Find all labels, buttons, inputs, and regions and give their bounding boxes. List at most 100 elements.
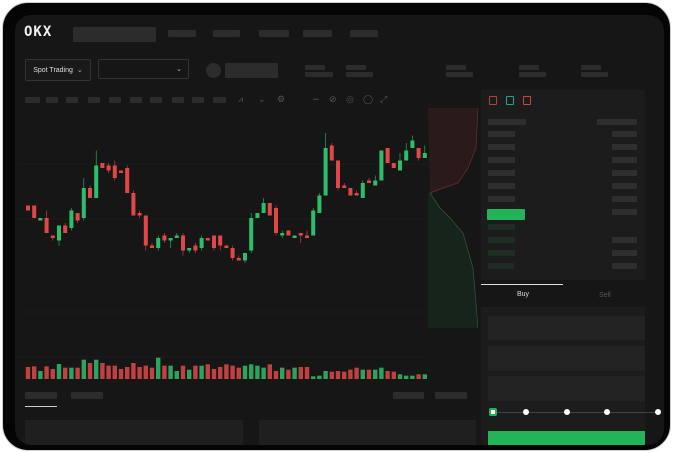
line-tool-icon[interactable]: ∼ (312, 94, 320, 104)
stat-value (346, 72, 373, 77)
stat-value (446, 72, 473, 77)
timeframe-button[interactable] (130, 97, 142, 103)
timeframe-button[interactable] (213, 97, 226, 103)
orderbook-amount (612, 237, 637, 243)
nav-item[interactable] (303, 30, 332, 37)
volume-bar (360, 369, 365, 379)
timeframe-button[interactable] (172, 97, 184, 103)
price-input[interactable] (488, 316, 645, 340)
orders-panel (25, 420, 243, 445)
candle (261, 203, 266, 213)
candle (32, 205, 37, 218)
tab-order-history[interactable] (71, 392, 103, 399)
candle (57, 225, 61, 241)
indicator-icon[interactable]: ⩘ (238, 94, 244, 104)
timeframe-button[interactable] (88, 97, 100, 103)
candle (305, 235, 309, 238)
orderbook-price[interactable] (488, 263, 514, 269)
volume-bar (298, 367, 303, 379)
stat-label (519, 65, 539, 70)
pair-dropdown[interactable]: ⌄ (98, 59, 189, 79)
nav-item[interactable] (350, 30, 378, 37)
candle (156, 238, 161, 248)
tab-buy[interactable]: Buy (517, 291, 530, 298)
coin-icon (206, 63, 221, 78)
orderbook-price[interactable] (488, 196, 515, 202)
volume-bar (385, 371, 390, 379)
zoom-icon[interactable]: ◯ (363, 94, 374, 104)
nav-item[interactable] (168, 30, 196, 37)
candle (168, 238, 173, 241)
orderbook-price[interactable] (488, 250, 515, 256)
orderbook-amount (612, 250, 637, 256)
volume-bar (44, 366, 49, 379)
tab-sell[interactable]: Sell (599, 292, 611, 299)
candle (243, 253, 247, 261)
volume-bar (75, 367, 80, 379)
stat-label (346, 65, 366, 70)
candle (187, 248, 192, 251)
volume-bar (143, 365, 148, 379)
volume-bar (187, 369, 192, 379)
orderbook-bids-icon[interactable] (506, 96, 514, 105)
volume-bar (267, 364, 272, 379)
volume-bar (373, 369, 378, 379)
nav-item[interactable] (259, 30, 289, 37)
fullscreen-icon[interactable]: ⤢ (380, 94, 388, 104)
orderbook-both-icon[interactable] (489, 96, 497, 105)
measure-icon[interactable]: ◎ (346, 94, 354, 104)
timeframe-button[interactable] (192, 97, 204, 103)
orderbook-price[interactable] (488, 170, 515, 176)
depth-asks-line (429, 108, 478, 194)
orderbook-price[interactable] (488, 157, 515, 163)
volume-bar (63, 367, 68, 379)
filter-button[interactable] (393, 392, 424, 399)
slider-step-75[interactable] (604, 409, 610, 415)
total-input[interactable] (488, 376, 645, 401)
timeframe-button[interactable] (25, 97, 40, 103)
orderbook-price[interactable] (488, 144, 515, 150)
candle (404, 150, 409, 161)
timeframe-button[interactable] (109, 97, 121, 103)
candle (410, 140, 415, 148)
orderbook-asks-icon[interactable] (523, 96, 531, 105)
last-price-highlight (487, 209, 525, 220)
buy-button[interactable] (488, 431, 645, 445)
orderbook-price[interactable] (488, 131, 515, 137)
chart-type-icon[interactable]: ⌄ (258, 94, 266, 104)
depth-chart (428, 108, 478, 328)
settings-icon[interactable]: ⚙ (277, 94, 286, 104)
orderbook-price[interactable] (488, 183, 515, 189)
tab-open-orders[interactable] (25, 392, 57, 399)
candle (329, 145, 334, 161)
volume-bar (410, 375, 415, 379)
timeframe-button[interactable] (66, 97, 78, 103)
candle (100, 163, 105, 168)
nav-item[interactable] (213, 30, 240, 37)
volume-bar (311, 376, 316, 379)
filter-button[interactable] (435, 392, 467, 399)
okx-logo[interactable]: OKX (24, 24, 53, 40)
candle (230, 248, 235, 258)
amount-slider-track[interactable] (493, 412, 660, 413)
market-type-dropdown[interactable]: Spot Trading ⌄ (25, 59, 91, 81)
volume-bar (87, 363, 93, 379)
slider-step-100[interactable] (655, 409, 661, 415)
candlestick-chart[interactable] (18, 108, 428, 390)
amount-slider-handle[interactable] (489, 408, 497, 416)
volume-bar (397, 374, 403, 379)
timeframe-button[interactable] (46, 97, 58, 103)
timeframe-button[interactable] (150, 97, 162, 103)
draw-tool-icon[interactable]: ⊘ (329, 94, 337, 104)
volume-bar (261, 367, 266, 379)
volume-bar (81, 359, 86, 379)
search-bar[interactable] (73, 27, 156, 42)
orderbook-price[interactable] (488, 224, 515, 230)
orderbook-price[interactable] (488, 119, 526, 125)
slider-step-50[interactable] (564, 409, 570, 415)
volume-bar (162, 365, 167, 379)
orderbook-price[interactable] (488, 237, 515, 243)
slider-step-25[interactable] (523, 409, 529, 415)
amount-input[interactable] (488, 346, 645, 371)
candle (342, 185, 347, 188)
